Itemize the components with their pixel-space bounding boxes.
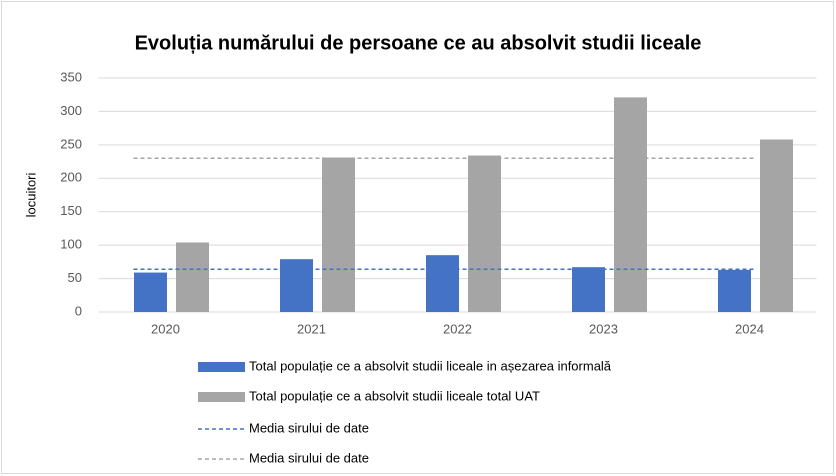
- y-tick-label: 100: [60, 237, 82, 252]
- y-tick-label: 50: [68, 270, 82, 285]
- y-tick-label: 0: [75, 303, 82, 318]
- bar: [426, 255, 459, 312]
- y-tick-label: 200: [60, 170, 82, 185]
- legend-swatch: [198, 392, 245, 402]
- bar: [718, 269, 751, 312]
- y-tick-label: 150: [60, 203, 82, 218]
- y-axis-label: locuitori: [23, 172, 38, 217]
- bar: [280, 259, 313, 312]
- legend-swatch: [198, 362, 245, 372]
- legend-label: Total populație ce a absolvit studii lic…: [249, 388, 540, 403]
- y-tick-label: 300: [60, 103, 82, 118]
- bar: [614, 97, 647, 312]
- bar: [134, 272, 167, 312]
- x-tick-label: 2023: [589, 321, 618, 336]
- bar: [572, 267, 605, 312]
- x-tick-label: 2022: [443, 321, 472, 336]
- chart-title: Evoluția numărului de persoane ce au abs…: [135, 32, 702, 54]
- legend-label: Total populație ce a absolvit studii lic…: [249, 358, 612, 373]
- x-tick-label: 2020: [151, 321, 180, 336]
- legend-label: Media sirului de date: [249, 450, 369, 465]
- x-tick-label: 2021: [297, 321, 326, 336]
- bar: [176, 242, 209, 312]
- y-tick-label: 350: [60, 69, 82, 84]
- bar: [468, 155, 501, 312]
- x-tick-label: 2024: [735, 321, 764, 336]
- bar: [322, 157, 355, 312]
- y-tick-label: 250: [60, 136, 82, 151]
- bar: [760, 139, 793, 312]
- legend-label: Media sirului de date: [249, 420, 369, 435]
